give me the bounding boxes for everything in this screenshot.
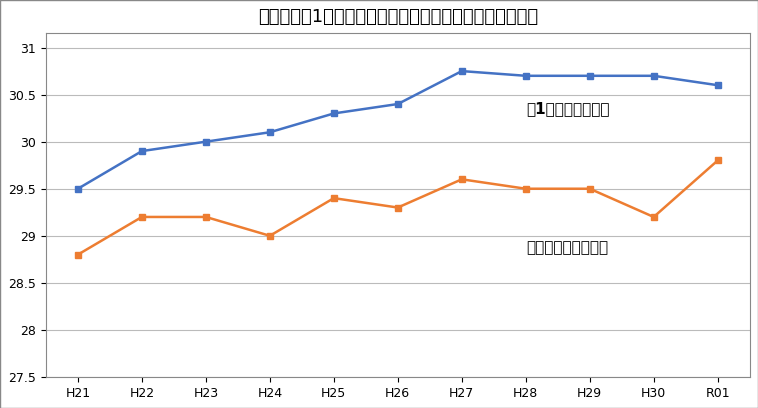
Text: 第1子出生平均年齢: 第1子出生平均年齢 [526,101,609,116]
Text: 女性の平均初婚年齢: 女性の平均初婚年齢 [526,240,608,255]
Title: 奈良市の第1子出生平均年齢と女性の平均初婚年齢の推移: 奈良市の第1子出生平均年齢と女性の平均初婚年齢の推移 [258,8,538,27]
